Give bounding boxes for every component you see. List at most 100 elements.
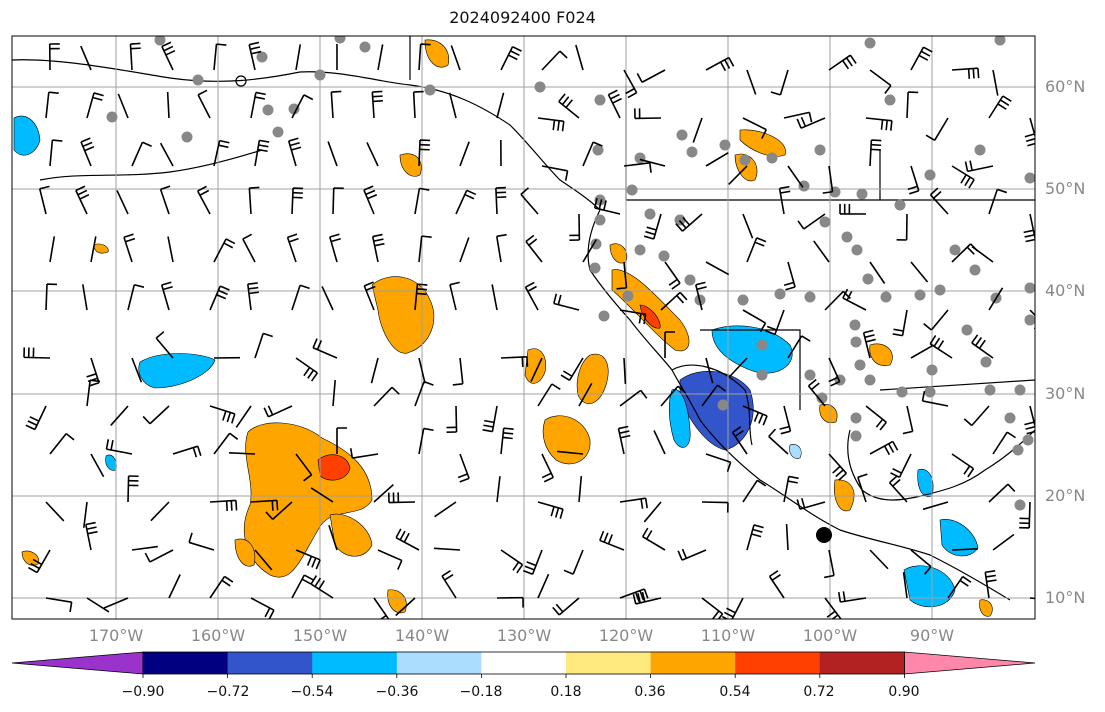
lat-label: 30°N [1045,384,1086,403]
barb-feather [831,614,839,619]
barb-feather [330,237,341,243]
barb-feather [259,139,270,143]
wind-barb [291,187,304,215]
station-marker [798,180,810,192]
barb-feather [559,508,564,520]
barb-feather [968,179,975,189]
barb-feather [964,161,969,172]
barb-feather [933,190,942,199]
barb-feather [971,334,979,344]
wind-barb [923,309,949,331]
barb-feather [312,338,318,349]
wind-barb [869,261,886,284]
station-marker [272,126,284,138]
barb-feather [612,97,622,104]
barb-feather [199,189,210,196]
barb-feather [276,500,279,511]
barb-feather [845,57,853,67]
barb-feather [441,570,451,577]
barb-feather [637,592,642,604]
wind-barb [332,187,344,215]
highlight-marker [816,527,832,543]
barb-staff [869,261,886,284]
colorbar-tick-label: 0.36 [634,684,666,700]
barb-staff [49,433,67,455]
barb-feather [25,424,36,431]
station-marker [589,262,601,274]
wind-barb [742,479,767,503]
barb-staff [906,405,914,432]
barb-feather [222,410,227,421]
vertical-velocity-contours [13,39,993,617]
barb-feather [452,383,463,386]
barb-feather [372,99,383,103]
barb-staff [213,432,231,455]
barb-staff [992,69,999,96]
wind-barb [862,329,876,359]
barb-feather [871,143,882,147]
barb-feather [677,385,687,394]
station-marker [850,336,862,348]
barb-feather [756,479,767,487]
contour-fill [789,444,802,459]
barb-staff [414,381,425,407]
barb-staff [228,452,256,455]
barb-feather [907,185,918,191]
barb-feather [561,96,570,106]
barb-feather [557,294,562,305]
wind-barb [228,452,256,455]
barb-feather [828,376,839,383]
barb-staff [922,501,949,511]
colorbar-segment [227,652,313,674]
station-marker [739,154,751,166]
wind-barb [161,41,176,71]
station-marker [686,146,698,158]
wind-barb [869,549,889,570]
barb-feather [640,498,644,509]
barb-staff [196,190,211,215]
barb-staff [500,46,514,71]
wind-barb [250,91,266,119]
barb-feather [929,187,939,196]
wind-barb [746,237,767,263]
wind-barb [910,344,934,359]
wind-barb [907,165,920,195]
barb-staff [38,188,47,215]
barb-staff [155,337,174,359]
wind-barb [778,185,791,215]
barb-staff [520,193,539,215]
barb-feather [726,607,736,614]
barb-feather [923,323,932,331]
wind-barb [80,45,92,71]
barb-feather [555,603,564,613]
contour-fill [234,538,256,567]
barb-staff [332,380,336,407]
barb-feather [592,141,603,147]
barb-feather [646,226,657,231]
barb-feather [79,193,90,200]
wind-barb [892,309,908,337]
barb-feather [230,500,233,511]
wind-barb [332,380,336,407]
wind-barb [491,284,498,311]
barb-staff [865,405,887,423]
wind-barb [129,42,141,71]
barb-feather [250,46,261,51]
barb-feather [92,96,103,101]
wind-barb [160,281,173,311]
wind-barb [807,378,826,407]
colorbar-segment [481,652,567,674]
wind-barb [869,440,899,456]
barb-feather [525,281,535,288]
barb-staff [951,243,972,263]
station-marker [850,430,862,442]
wind-barb [971,334,994,359]
station-marker [154,36,166,46]
wind-barb [796,497,826,510]
barb-feather [800,116,807,127]
wind-barb [746,524,764,551]
wind-barb [742,309,767,333]
barb-feather [921,390,926,402]
wind-barb [537,383,561,407]
barb-feather [962,575,972,583]
